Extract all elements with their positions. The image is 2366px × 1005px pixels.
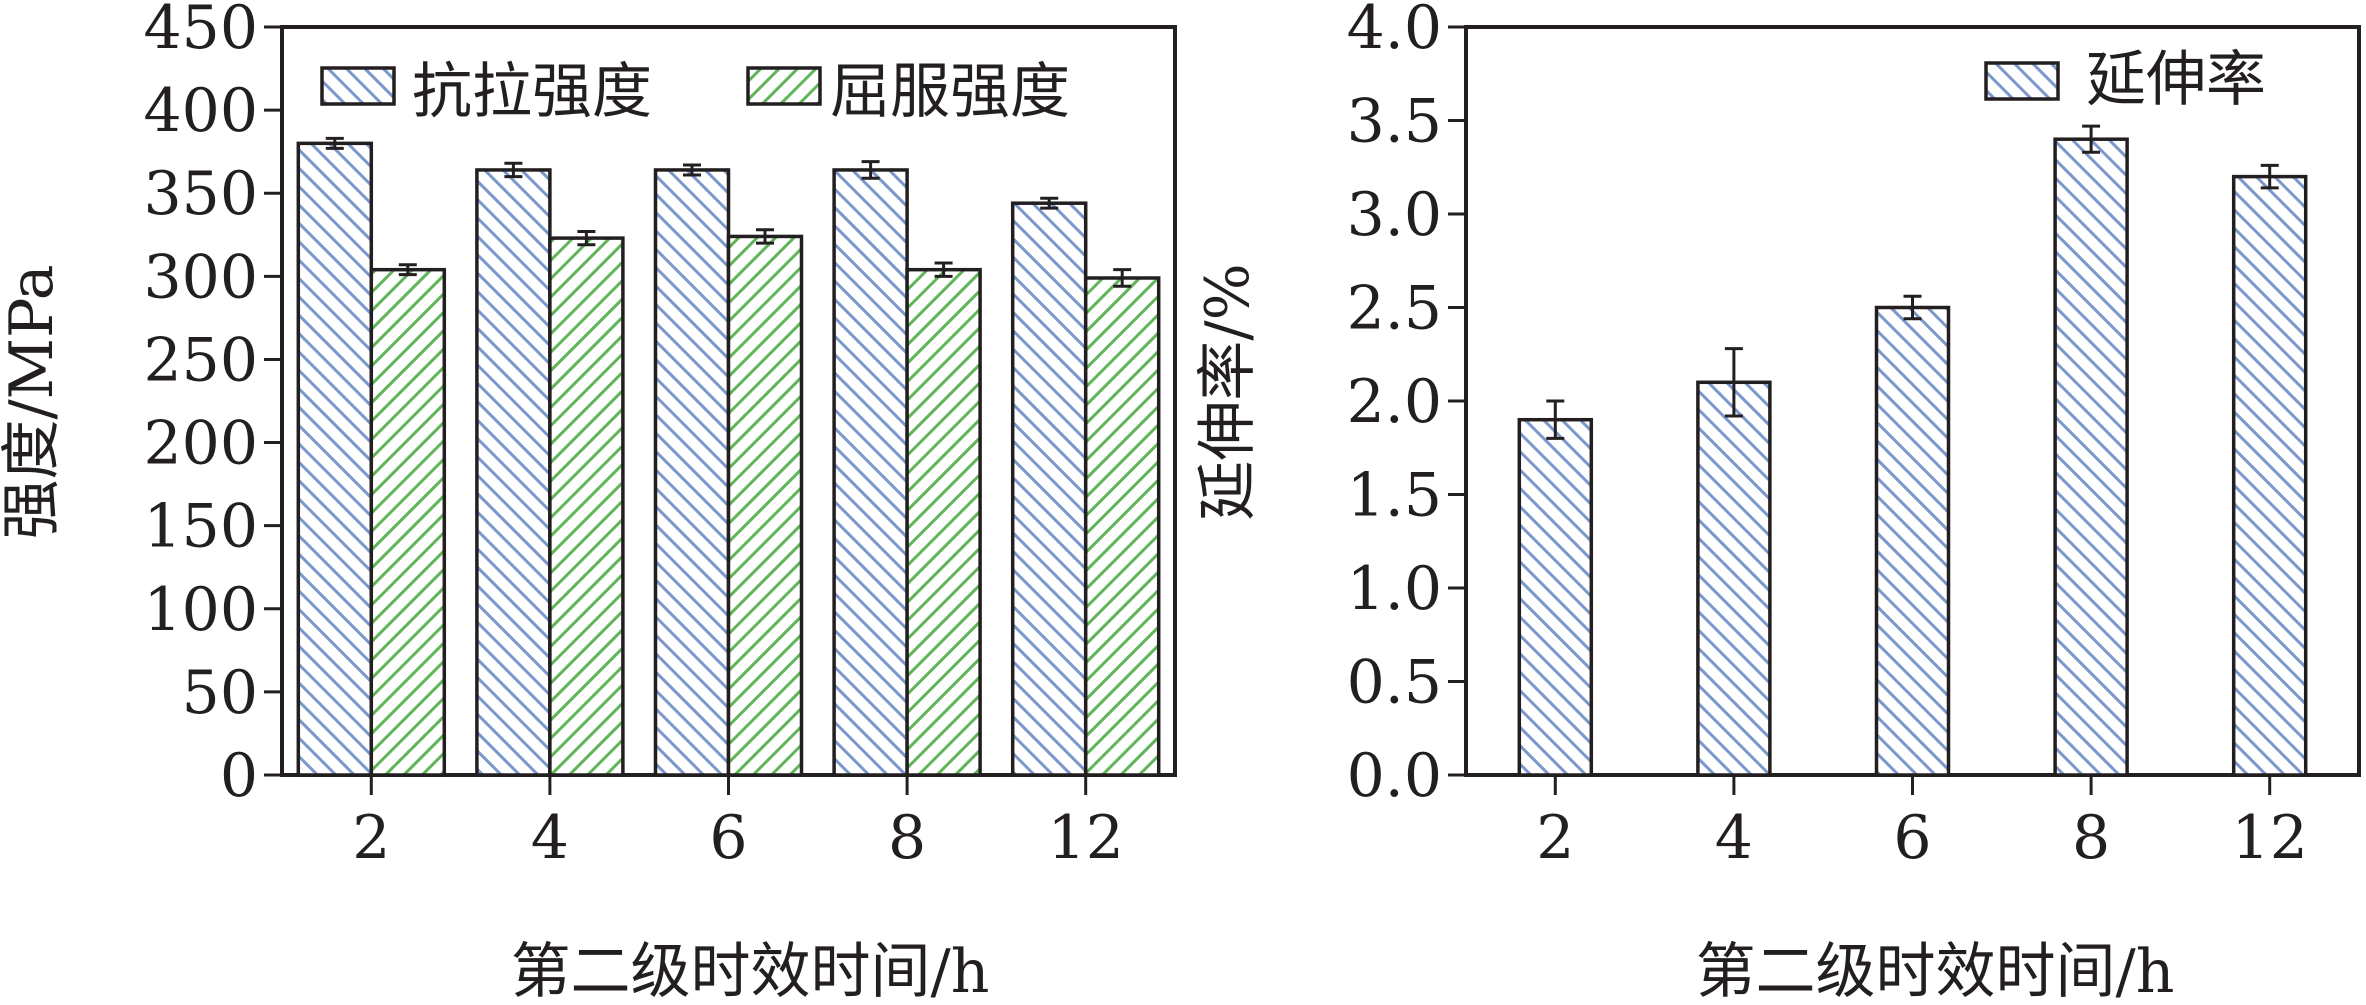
x-tick-label: 4: [531, 803, 569, 873]
y-tick-label: 0.5: [1347, 648, 1442, 718]
bar: [1874, 305, 1951, 777]
strength-x-axis-title: 第二级时效时间/h: [511, 937, 990, 1005]
x-tick-label: 2: [352, 803, 390, 873]
x-tick-label: 12: [2232, 803, 2308, 873]
legend-swatch-tensile: [320, 66, 396, 106]
strength-bars: [296, 136, 1161, 777]
y-tick-label: 350: [143, 159, 258, 229]
y-tick-label: 200: [143, 409, 258, 479]
y-tick-label: 1.5: [1347, 461, 1442, 531]
y-tick-label: 3.5: [1347, 87, 1442, 157]
bar: [369, 267, 447, 777]
strength-legend: 抗拉强度 屈服强度: [320, 57, 1070, 127]
y-tick-label: 300: [143, 242, 258, 312]
bar: [548, 236, 625, 777]
bar: [832, 168, 909, 777]
y-tick-label: 150: [143, 492, 258, 562]
legend-swatch-elongation: [1984, 61, 2060, 101]
strength-x-axis: 2 4 6 8 12: [352, 775, 1124, 873]
x-tick-label: 6: [1893, 803, 1931, 873]
bar: [905, 267, 982, 777]
y-tick-label: 3.0: [1347, 180, 1442, 250]
elongation-x-axis: 2 4 6 8 12: [1536, 775, 2308, 873]
elongation-y-axis: 0.0 0.5 1.0 1.5 2.0 2.5 3.0 3.5 4.0: [1347, 0, 1466, 811]
legend-swatch-yield: [746, 66, 822, 106]
elongation-legend: 延伸率: [1984, 45, 2266, 115]
bar: [726, 234, 804, 777]
x-tick-label: 8: [888, 803, 926, 873]
strength-chart: 0 50 100 150 200 250 300 350 400 450 2 4 6 8 12 抗拉强度 …: [0, 0, 1177, 1005]
bar: [653, 168, 731, 777]
strength-y-axis-title: 强度/MPa: [0, 264, 67, 539]
bar: [1010, 201, 1088, 777]
x-tick-label: 8: [2072, 803, 2110, 873]
elongation-x-axis-title: 第二级时效时间/h: [1696, 937, 2175, 1005]
elongation-y-axis-title: 延伸率/%: [1193, 263, 1263, 520]
y-tick-label: 1.0: [1347, 554, 1442, 624]
legend-label-yield: 屈服强度: [830, 57, 1070, 127]
strength-y-axis: 0 50 100 150 200 250 300 350 400 450: [143, 0, 282, 811]
bar: [475, 168, 552, 777]
bar: [2053, 137, 2129, 777]
bar: [1696, 380, 1772, 777]
y-tick-label: 100: [143, 575, 258, 645]
y-tick-label: 450: [143, 0, 258, 63]
y-tick-label: 250: [143, 325, 258, 395]
y-tick-label: 2.5: [1347, 274, 1442, 344]
x-tick-label: 2: [1536, 803, 1574, 873]
y-tick-label: 0.0: [1347, 741, 1442, 811]
bar: [1083, 276, 1161, 777]
y-tick-label: 0: [220, 741, 258, 811]
bar: [1517, 417, 1594, 777]
x-tick-label: 4: [1715, 803, 1753, 873]
x-tick-label: 6: [709, 803, 747, 873]
y-tick-label: 400: [143, 76, 258, 146]
legend-label-tensile: 抗拉强度: [412, 57, 652, 127]
legend-label-elongation: 延伸率: [2086, 45, 2266, 115]
bar: [2231, 174, 2308, 777]
elongation-chart: 0.0 0.5 1.0 1.5 2.0 2.5 3.0 3.5 4.0 2 4 6 8 12 延伸率 第…: [1193, 0, 2361, 1005]
bar: [296, 141, 374, 777]
y-tick-label: 50: [182, 658, 258, 728]
y-tick-label: 2.0: [1347, 367, 1442, 437]
elongation-bars: [1517, 124, 2308, 777]
y-tick-label: 4.0: [1347, 0, 1442, 63]
x-tick-label: 12: [1048, 803, 1124, 873]
